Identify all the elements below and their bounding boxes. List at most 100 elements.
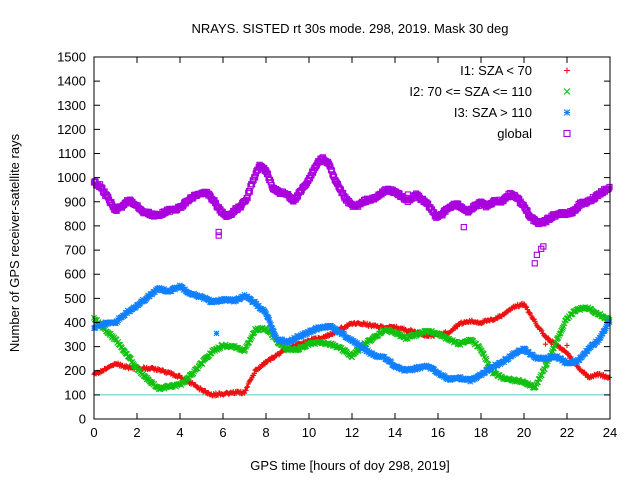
x-tick-label: 24 [603,425,617,440]
series-layer [90,154,613,399]
data-point [597,334,604,341]
data-point [144,294,151,301]
legend-label: I2: 70 <= SZA <= 110 [409,84,532,99]
data-point [558,327,565,334]
data-point [539,328,545,334]
data-point [542,341,549,347]
data-point [251,370,257,377]
data-point [269,325,276,332]
series-4 [90,154,613,267]
data-point [606,374,613,380]
y-tick-label: 1300 [57,98,86,113]
legend-label: I3: SZA > 110 [454,105,532,120]
data-point [114,319,121,326]
data-point [606,183,613,191]
data-point [605,185,612,192]
legend-marker [563,88,571,95]
x-axis: 0 2 4 6 8 10 12 14 16 18 20 22 24 [90,57,617,440]
y-axis: 0 100 200 300 400 500 600 700 800 900 1000 1100 1200… [57,50,610,427]
y-tick-label: 800 [64,218,86,233]
y-tick-label: 600 [64,267,86,282]
legend-marker [563,129,571,138]
data-point [243,387,249,393]
data-point [404,191,412,198]
y-tick-label: 1500 [57,50,86,65]
x-tick-label: 12 [345,425,359,440]
data-point [248,181,256,188]
data-point [104,193,111,200]
y-tick-label: 300 [64,339,86,354]
data-point [582,350,589,357]
x-tick-label: 6 [219,425,226,440]
data-point [285,339,292,346]
data-point [247,336,254,343]
data-point [263,311,270,318]
data-point [412,366,419,373]
legend-marker [563,109,571,116]
data-point [478,347,485,354]
data-point [241,390,248,396]
data-point [240,294,247,301]
data-point [168,288,175,295]
data-point [248,334,255,341]
data-point [245,189,252,197]
legend-label: I1: SZA < 70 [460,63,532,78]
data-point [602,325,609,332]
y-axis-label: Number of GPS receiver-satellite rays [7,133,22,352]
data-point [215,228,222,236]
data-point [388,359,395,366]
data-point [267,320,274,327]
x-tick-label: 2 [133,425,140,440]
x-tick-label: 16 [431,425,445,440]
data-point [244,384,250,391]
data-point [414,366,421,373]
data-point [564,342,570,348]
data-point [220,297,227,304]
data-point [599,330,606,337]
data-point [266,316,273,323]
data-point [559,324,566,331]
data-point [571,357,578,364]
data-point [531,260,538,267]
y-tick-label: 1100 [58,146,86,161]
series-3 [91,282,613,385]
data-point [247,377,254,383]
data-point [327,166,335,173]
data-point [460,223,467,231]
x-tick-label: 10 [302,425,316,440]
data-point [568,354,574,360]
y-tick-label: 100 [64,387,86,402]
x-tick-label: 8 [262,425,269,440]
series-2 [91,304,613,393]
legend-marker [564,67,570,74]
data-point [265,314,272,321]
x-axis-label: GPS time [hours of doy 298, 2019] [250,458,449,473]
y-tick-label: 0 [79,412,86,427]
data-point [524,306,531,313]
data-point [129,359,136,366]
data-point [307,329,314,336]
data-point [267,321,274,328]
y-tick-label: 900 [64,194,86,209]
data-point [244,384,251,390]
x-tick-label: 14 [388,425,402,440]
chart-title: NRAYS. SISTED rt 30s mode. 298, 2019. Ma… [192,21,509,36]
y-tick-label: 1000 [57,170,86,185]
data-point [381,353,388,360]
x-tick-label: 18 [474,425,488,440]
data-point [601,327,608,334]
x-tick-label: 0 [90,425,97,440]
data-point [595,337,602,344]
data-point [215,232,222,239]
data-point [533,251,541,259]
y-tick-label: 500 [64,291,86,306]
data-point [251,173,259,181]
y-tick-label: 700 [64,243,86,258]
legend: I1: SZA < 70 I2: 70 <= SZA <= 110 I3: SZA … [409,63,571,141]
data-point [357,342,364,349]
data-point [264,170,271,177]
x-tick-label: 20 [517,425,531,440]
y-tick-label: 200 [64,363,86,378]
